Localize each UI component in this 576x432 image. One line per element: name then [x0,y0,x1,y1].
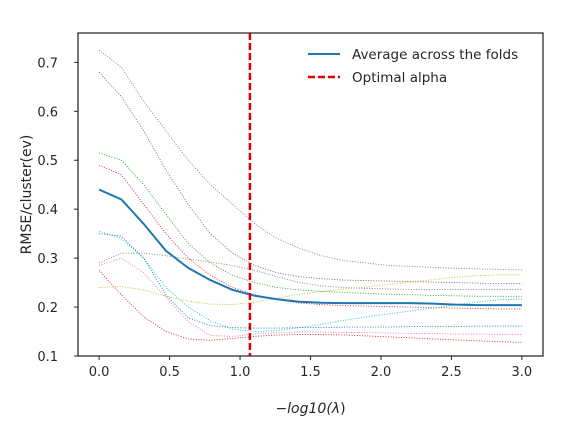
plot-frame [77,32,544,357]
fold-line-10 [98,270,522,343]
x-axis-label: −log10(λ) [275,401,345,417]
fold-line-4 [98,164,522,310]
legend: Average across the folds Optimal alpha [308,47,518,86]
x-tick-label: 1.5 [300,365,321,380]
fold-line-9 [98,257,522,337]
y-tick-label: 0.7 [37,56,58,71]
x-tick-label: 1.0 [230,365,251,380]
y-tick-label: 0.6 [37,105,58,120]
y-axis-label: RMSE/cluster(ev) [19,135,35,255]
fold-line-1 [98,49,522,271]
legend-average-label: Average across the folds [352,47,518,63]
x-tick-label: 0.0 [89,365,110,380]
y-tick-label: 0.1 [37,350,58,365]
fold-lines [98,49,522,343]
fold-line-5 [98,252,522,290]
x-tick-label: 0.5 [159,365,180,380]
y-tick-label: 0.4 [37,203,58,218]
x-tick-label: 3.0 [512,365,533,380]
x-tick-label: 2.0 [371,365,392,380]
x-axis-ticks: 0.0 0.5 1.0 1.5 2.0 2.5 3.0 [89,356,532,380]
y-tick-label: 0.2 [37,301,58,316]
fold-line-2 [98,71,522,285]
y-tick-label: 0.5 [37,154,58,169]
x-tick-label: 2.5 [441,365,462,380]
fold-line-3 [98,152,522,297]
fold-line-7 [98,230,522,332]
legend-optimal-label: Optimal alpha [352,70,447,86]
average-line [98,188,522,307]
average-line-layer [98,188,522,307]
y-axis-ticks: 0.1 0.2 0.3 0.4 0.5 0.6 0.7 [37,56,78,365]
y-tick-label: 0.3 [37,252,58,267]
fold-line-8 [99,233,522,329]
